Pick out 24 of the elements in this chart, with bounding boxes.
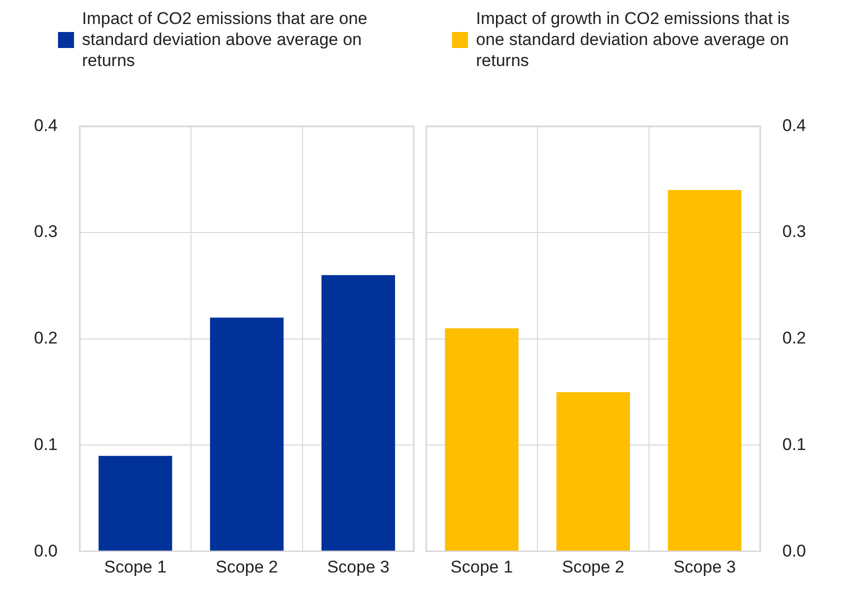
y-tick-label: 0.2 [34,328,58,348]
y2-tick-label: 0.3 [782,222,806,242]
bar [668,190,742,552]
y-tick-label: 0.4 [34,116,58,135]
y-tick-label: 0.1 [34,434,58,454]
bar [321,275,396,552]
bar [444,328,519,552]
x-tick-label: Scope 2 [216,557,278,576]
y-tick-label: 0.3 [34,222,58,242]
x-tick-label: Scope 1 [450,557,513,576]
legend-label: Impact of growth in CO2 emissions that is one standard deviation above average on returns [476,8,791,71]
y2-tick-label: 0.0 [782,541,806,560]
y2-tick-label: 0.2 [782,328,806,348]
legend-label: Impact of CO2 emissions that are one standard deviation above average on returns [82,8,368,71]
bar [556,392,630,552]
bar [98,456,172,552]
y2-tick-label: 0.1 [782,434,806,454]
y2-tick-label: 0.4 [782,116,806,135]
x-tick-label: Scope 3 [327,557,390,576]
y-tick-label: 0.0 [34,541,58,560]
x-tick-label: Scope 1 [104,557,167,576]
x-tick-label: Scope 3 [673,557,736,576]
x-tick-label: Scope 2 [562,557,624,576]
bar [210,318,284,552]
